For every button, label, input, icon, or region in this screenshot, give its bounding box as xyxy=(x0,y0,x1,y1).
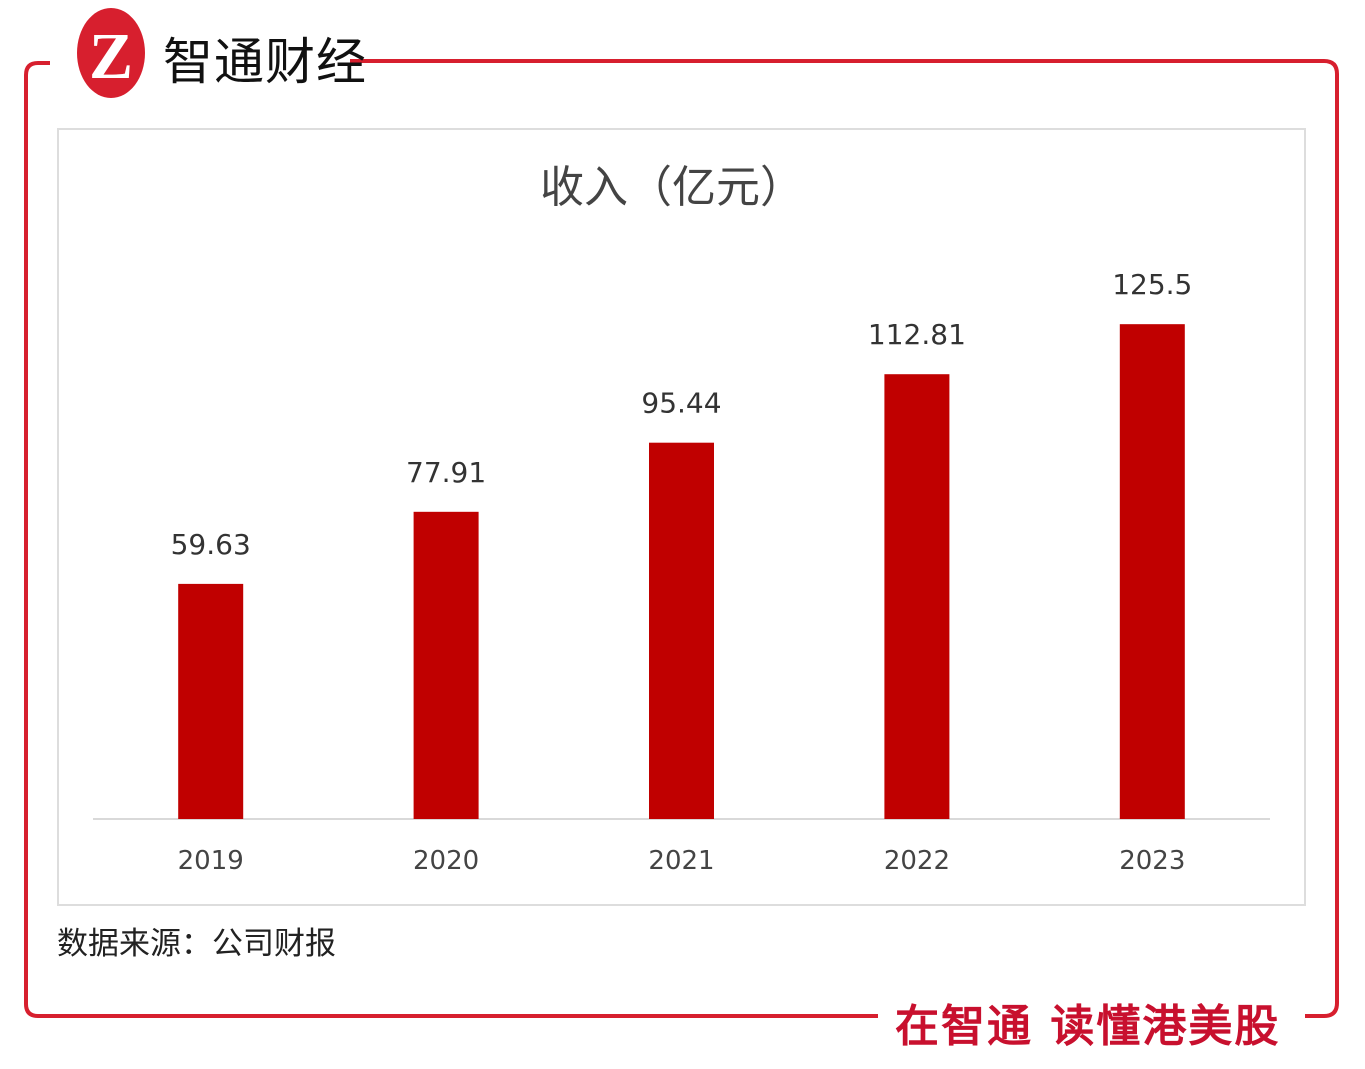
x-tick-label-2020: 2020 xyxy=(413,846,479,876)
bar-2022 xyxy=(884,374,950,819)
brand-slogan: 在智通 读懂港美股 xyxy=(895,1001,1281,1052)
svg-text:Z: Z xyxy=(89,20,133,93)
chart-panel xyxy=(57,128,1306,906)
chart-title: 收入（亿元） xyxy=(540,162,804,213)
brand-name: 智通财经 xyxy=(163,33,367,91)
data-source: 数据来源：公司财报 xyxy=(57,926,336,962)
x-tick-label-2022: 2022 xyxy=(884,846,950,876)
bar-2020 xyxy=(413,511,479,819)
bar-2021 xyxy=(649,442,714,819)
data-label-2023: 125.5 xyxy=(1112,268,1192,301)
x-tick-label-2023: 2023 xyxy=(1119,846,1185,876)
data-label-2020: 77.91 xyxy=(406,456,486,489)
bar-2019 xyxy=(178,583,244,819)
bar-2023 xyxy=(1119,324,1185,819)
data-label-2022: 112.81 xyxy=(868,318,966,351)
data-label-2019: 59.63 xyxy=(171,528,251,561)
x-tick-label-2019: 2019 xyxy=(178,846,244,876)
x-tick-label-2021: 2021 xyxy=(648,846,714,876)
data-label-2021: 95.44 xyxy=(641,387,721,420)
brand-logo: Z xyxy=(77,8,145,98)
